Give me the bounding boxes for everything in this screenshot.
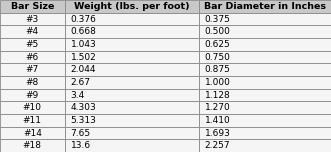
- Text: 4.303: 4.303: [71, 103, 96, 112]
- Bar: [65, 25, 199, 38]
- Text: 1.000: 1.000: [205, 78, 230, 87]
- Bar: [199, 127, 331, 139]
- Bar: [199, 139, 331, 152]
- Text: Bar Diameter in Inches: Bar Diameter in Inches: [204, 2, 326, 11]
- Text: 0.376: 0.376: [71, 14, 96, 24]
- Bar: [0, 38, 65, 51]
- Bar: [0, 114, 65, 127]
- Text: #7: #7: [25, 65, 39, 74]
- Text: 2.67: 2.67: [71, 78, 90, 87]
- Text: 2.044: 2.044: [71, 65, 96, 74]
- Text: 1.270: 1.270: [205, 103, 230, 112]
- Bar: [65, 127, 199, 139]
- Text: 1.693: 1.693: [205, 128, 230, 138]
- Bar: [199, 0, 331, 13]
- Bar: [65, 13, 199, 25]
- Text: #3: #3: [25, 14, 39, 24]
- Text: #8: #8: [25, 78, 39, 87]
- Bar: [0, 139, 65, 152]
- Text: 0.750: 0.750: [205, 52, 230, 62]
- Bar: [199, 38, 331, 51]
- Text: 1.502: 1.502: [71, 52, 96, 62]
- Bar: [65, 114, 199, 127]
- Bar: [0, 127, 65, 139]
- Text: 1.128: 1.128: [205, 90, 230, 100]
- Bar: [199, 101, 331, 114]
- Bar: [65, 89, 199, 101]
- Bar: [0, 0, 65, 13]
- Text: Bar Size: Bar Size: [11, 2, 54, 11]
- Bar: [199, 76, 331, 89]
- Text: 2.257: 2.257: [205, 141, 230, 150]
- Text: #18: #18: [23, 141, 42, 150]
- Text: 1.410: 1.410: [205, 116, 230, 125]
- Bar: [199, 51, 331, 63]
- Bar: [0, 89, 65, 101]
- Text: #10: #10: [23, 103, 42, 112]
- Bar: [0, 76, 65, 89]
- Text: 7.65: 7.65: [71, 128, 91, 138]
- Bar: [0, 63, 65, 76]
- Text: 13.6: 13.6: [71, 141, 91, 150]
- Text: #11: #11: [23, 116, 42, 125]
- Bar: [65, 0, 199, 13]
- Bar: [0, 13, 65, 25]
- Bar: [65, 51, 199, 63]
- Bar: [65, 139, 199, 152]
- Bar: [65, 63, 199, 76]
- Text: 1.043: 1.043: [71, 40, 96, 49]
- Bar: [65, 38, 199, 51]
- Bar: [0, 25, 65, 38]
- Text: 0.668: 0.668: [71, 27, 96, 36]
- Bar: [0, 101, 65, 114]
- Bar: [199, 89, 331, 101]
- Text: 0.875: 0.875: [205, 65, 230, 74]
- Bar: [199, 114, 331, 127]
- Text: 5.313: 5.313: [71, 116, 96, 125]
- Text: 3.4: 3.4: [71, 90, 85, 100]
- Text: 0.625: 0.625: [205, 40, 230, 49]
- Text: #14: #14: [23, 128, 42, 138]
- Bar: [65, 76, 199, 89]
- Bar: [0, 51, 65, 63]
- Text: Weight (lbs. per foot): Weight (lbs. per foot): [74, 2, 189, 11]
- Bar: [199, 25, 331, 38]
- Text: 0.500: 0.500: [205, 27, 230, 36]
- Bar: [199, 63, 331, 76]
- Bar: [199, 13, 331, 25]
- Text: #9: #9: [25, 90, 39, 100]
- Text: #4: #4: [26, 27, 39, 36]
- Text: #6: #6: [25, 52, 39, 62]
- Text: #5: #5: [25, 40, 39, 49]
- Bar: [65, 101, 199, 114]
- Text: 0.375: 0.375: [205, 14, 230, 24]
